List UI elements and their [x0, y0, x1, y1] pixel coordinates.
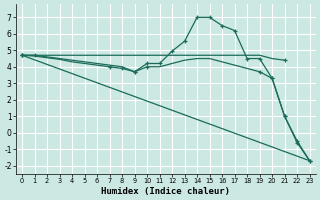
X-axis label: Humidex (Indice chaleur): Humidex (Indice chaleur)	[101, 187, 230, 196]
